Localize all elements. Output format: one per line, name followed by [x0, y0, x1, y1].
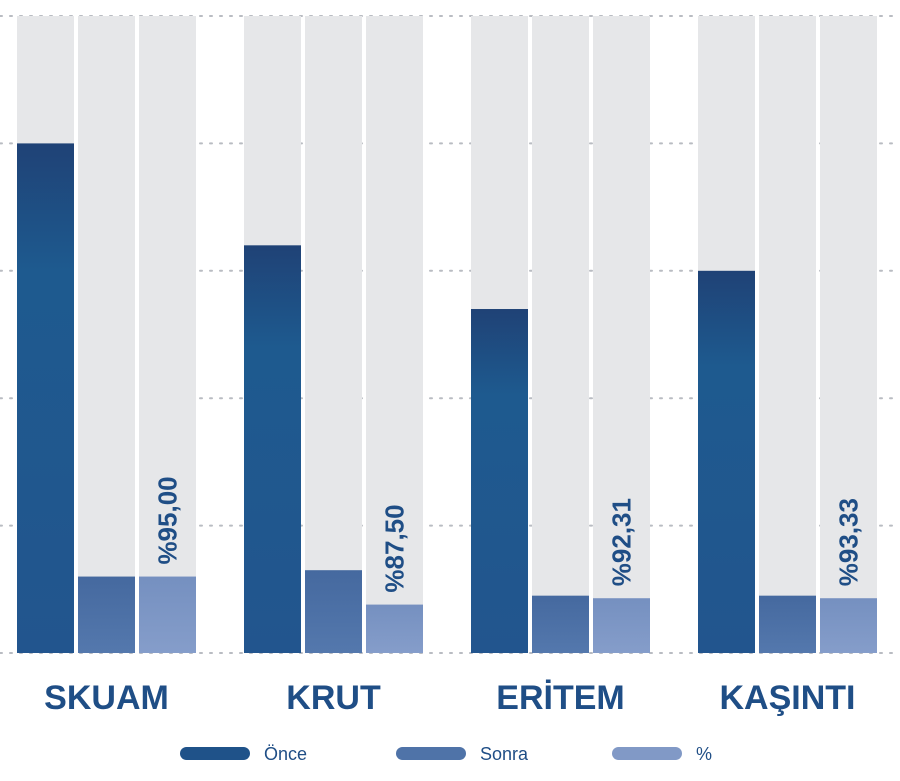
bar-%-SKUAM: [139, 576, 196, 653]
bar-track: [305, 16, 362, 653]
bar-Sonra-KAŞINTI: [759, 595, 816, 653]
category-label: KAŞINTI: [720, 679, 856, 717]
legend: Önce Sonra%: [180, 744, 712, 764]
bar-track: [78, 16, 135, 653]
bar-Önce-KAŞINTI: [698, 270, 755, 653]
category-label: SKUAM: [44, 679, 169, 717]
bar-track: [820, 16, 877, 653]
bar-track: [366, 16, 423, 653]
bar-Önce-SKUAM: [17, 143, 74, 653]
bars: [17, 143, 877, 653]
bar-Önce-ERİTEM: [471, 309, 528, 653]
legend-label: %: [696, 744, 712, 764]
legend-swatch: [612, 747, 682, 760]
category-label: KRUT: [286, 679, 381, 717]
bar-%-KRUT: [366, 604, 423, 653]
legend-swatch: [180, 747, 250, 760]
legend-label: Sonra: [480, 744, 529, 764]
bar-track: [759, 16, 816, 653]
bar-track: [593, 16, 650, 653]
bar-Sonra-ERİTEM: [532, 595, 589, 653]
bar-Sonra-KRUT: [305, 570, 362, 653]
bar-%-KAŞINTI: [820, 598, 877, 653]
bar-track: [532, 16, 589, 653]
category-label: ERİTEM: [496, 679, 624, 717]
bar-Sonra-SKUAM: [78, 576, 135, 653]
labels: %95,00 SKUAM %87,50 KRUT %92,31 ERİTEM %93,33 K…: [44, 476, 863, 717]
percent-label: %92,31: [607, 498, 637, 586]
bar-%-ERİTEM: [593, 598, 650, 653]
bar-track: [139, 16, 196, 653]
percent-label: %95,00: [153, 476, 183, 564]
percent-label: %87,50: [380, 504, 410, 592]
legend-swatch: [396, 747, 466, 760]
percent-label: %93,33: [834, 498, 864, 586]
legend-label: Önce: [264, 744, 307, 764]
bar-Önce-KRUT: [244, 245, 301, 653]
